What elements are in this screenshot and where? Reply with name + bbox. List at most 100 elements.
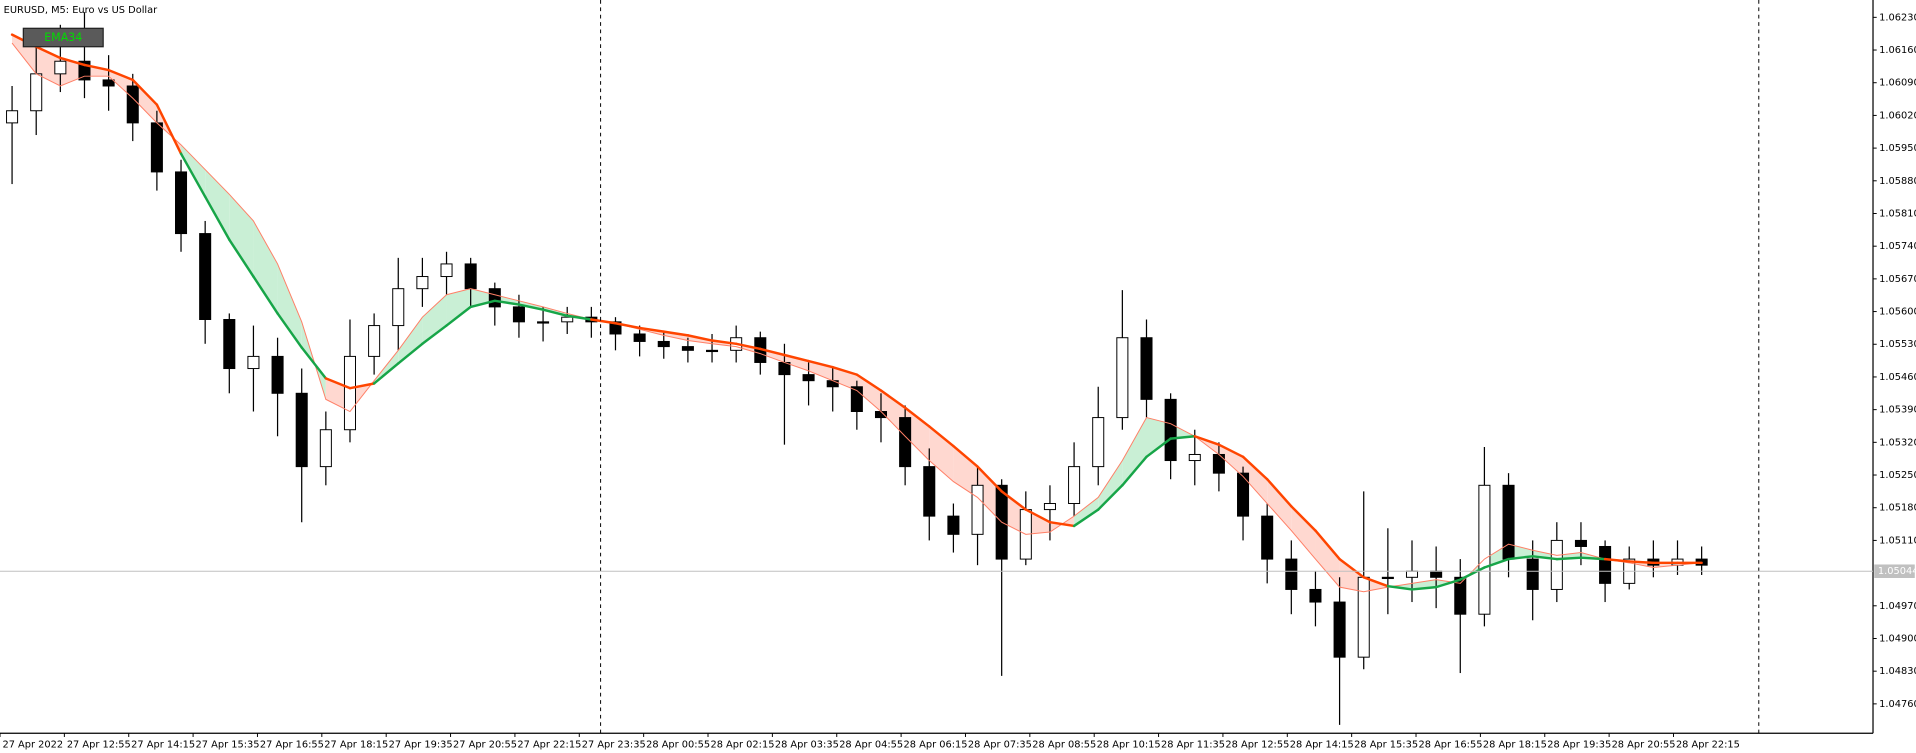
x-tick-label: 28 Apr 00:55 [646, 739, 710, 750]
x-tick-label: 27 Apr 14:15 [131, 739, 195, 750]
x-tick-label: 28 Apr 02:15 [710, 739, 774, 750]
x-tick-label: 28 Apr 04:55 [839, 739, 903, 750]
ema-band [1243, 456, 1268, 504]
ema-slow-segment [1579, 556, 1607, 561]
candle-body [1405, 570, 1419, 578]
ema-slow-segment [1024, 508, 1052, 524]
ema-slow-segment [1145, 437, 1172, 459]
x-tick-label: 28 Apr 12:55 [1225, 739, 1289, 750]
candle-body [947, 515, 960, 535]
ema-band [1098, 460, 1123, 510]
x-tick-label: 28 Apr 19:35 [1547, 739, 1611, 750]
candle-body [1526, 558, 1539, 590]
ema-band [277, 263, 302, 348]
ema-band [953, 446, 978, 498]
candle-body [1043, 503, 1056, 511]
ema-band [1001, 491, 1026, 535]
ema-slow-segment [252, 275, 279, 315]
ema-band [1267, 479, 1292, 531]
indicator-button[interactable] [22, 27, 104, 48]
indicator-label[interactable]: EMA34 [44, 31, 82, 44]
x-tick-label: 28 Apr 22:15 [1676, 739, 1740, 750]
ema-fast-line [11, 42, 1702, 593]
ema-slow-segment [1434, 578, 1462, 589]
ema-slow-segment [276, 312, 303, 349]
ema-slow-segment [1338, 557, 1365, 579]
candle-body [1333, 601, 1346, 658]
ema-slow-segment [397, 342, 424, 365]
candle-body [971, 484, 984, 535]
candle-body [1381, 576, 1394, 580]
x-tick-label: 27 Apr 20:55 [453, 739, 517, 750]
ema-slow-segment [107, 68, 134, 82]
ema-slow-segment [469, 299, 497, 309]
ema-band [1508, 544, 1533, 560]
candle-body [247, 355, 260, 370]
candle-body [850, 386, 863, 413]
x-tick-label: 27 Apr 16:55 [260, 739, 324, 750]
candle-body [150, 122, 163, 173]
chart-title: EURUSD, M5: Euro vs US Dollar [4, 5, 158, 16]
candle-body [6, 110, 19, 124]
x-tick-label: 27 Apr 12:55 [67, 739, 131, 750]
ema-slow-segment [686, 334, 714, 342]
candle-body [1140, 337, 1153, 400]
candle-body [319, 429, 332, 468]
ema-slow-segment [1531, 555, 1559, 561]
y-tick-label: 1.05530 [1879, 339, 1916, 350]
ema-band [205, 169, 230, 240]
y-tick-label: 1.05320 [1879, 437, 1916, 448]
x-tick-label: 28 Apr 20:55 [1612, 739, 1676, 750]
x-tick-label: 28 Apr 10:15 [1097, 739, 1161, 750]
ema-slow-segment [831, 365, 859, 376]
ema-slow-segment [228, 238, 255, 278]
candle-body [1285, 558, 1298, 590]
candle-body [1454, 576, 1467, 615]
ema-slow-segment [928, 425, 955, 448]
y-tick-label: 1.04760 [1879, 699, 1916, 710]
candle-body [706, 349, 719, 353]
y-tick-label: 1.05180 [1879, 503, 1916, 514]
ema-band [1170, 423, 1195, 439]
ema-slow-segment [1628, 560, 1655, 565]
ema-slow-segment [1555, 556, 1583, 561]
candle-body [54, 60, 67, 75]
candle-body [488, 288, 501, 308]
ema-slow-segment [1096, 484, 1124, 511]
y-tick-label: 1.05460 [1879, 372, 1916, 383]
candle-body [440, 263, 453, 278]
candle-body [1237, 472, 1250, 517]
ema-slow-segment [421, 324, 448, 346]
y-tick-label: 1.05950 [1879, 143, 1916, 154]
y-tick-label: 1.06020 [1879, 110, 1916, 121]
y-tick-label: 1.04970 [1879, 601, 1916, 612]
x-tick-label: 28 Apr 06:15 [904, 739, 968, 750]
candle-body [102, 79, 115, 87]
candle-body [537, 321, 550, 324]
ema-band [1484, 544, 1509, 568]
ema-slow-segment [34, 45, 62, 60]
y-tick-label: 1.04900 [1879, 633, 1916, 644]
ema-slow-segment [179, 152, 207, 198]
ema-slow-segment [1193, 435, 1221, 446]
ema-band [905, 407, 930, 461]
ema-slow-segment [662, 330, 690, 337]
candle-body [1309, 588, 1322, 603]
candle-body [416, 276, 429, 290]
ema-slow-segment [131, 78, 159, 106]
candle-body [512, 306, 525, 323]
ema-band [446, 288, 471, 326]
candle-body [271, 355, 284, 394]
candle-body [1188, 453, 1201, 462]
ema-slow-segment [952, 444, 979, 468]
ema-slow-segment [348, 382, 376, 390]
ema-slow-segment [710, 339, 738, 346]
ema-band [494, 294, 519, 305]
ema-slow-segment [1459, 566, 1486, 581]
candle-body [826, 380, 839, 388]
candle-body [657, 340, 670, 348]
candle-body [1502, 484, 1515, 560]
candle-body [1574, 539, 1587, 547]
candle-body [802, 374, 815, 382]
